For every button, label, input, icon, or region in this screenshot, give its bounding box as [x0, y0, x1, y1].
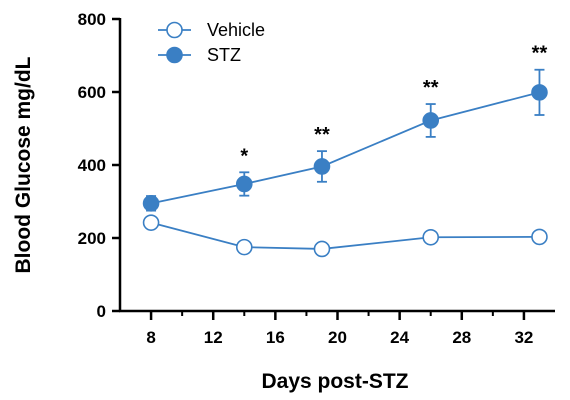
- data-point: [422, 112, 440, 129]
- y-ticks: 0 200 400 600 800: [78, 10, 120, 321]
- x-axis-title: Days post-STZ: [261, 370, 408, 393]
- significance-marker: *: [240, 145, 248, 167]
- x-tick-label: 8: [146, 328, 155, 347]
- y-tick-label: 800: [78, 10, 106, 29]
- series-line: [150, 221, 540, 250]
- x-ticks: 8 12 16 20 24 28 32: [146, 311, 533, 347]
- significance-marker: **: [423, 77, 439, 99]
- x-tick-label: 28: [452, 328, 471, 347]
- x-tick-label: 16: [266, 328, 285, 347]
- legend: Vehicle STZ: [158, 20, 265, 65]
- legend-label: Vehicle: [207, 20, 265, 40]
- significance-annotations: *******: [240, 43, 547, 168]
- data-point: [235, 175, 253, 193]
- data-point: [142, 195, 160, 212]
- axes: [118, 18, 555, 313]
- y-tick-label: 600: [78, 83, 106, 102]
- data-point: [313, 240, 331, 258]
- data-point: [422, 228, 440, 246]
- series-vehicle: [142, 214, 548, 258]
- x-tick-label: 20: [328, 328, 347, 347]
- x-tick-label: 24: [390, 328, 409, 347]
- data-point: [531, 228, 548, 246]
- data-point: [142, 214, 160, 231]
- legend-item-stz: STZ: [158, 45, 241, 65]
- y-tick-label: 400: [78, 156, 106, 175]
- legend-label: STZ: [207, 45, 241, 65]
- legend-marker: [166, 46, 183, 64]
- legend-item-vehicle: Vehicle: [158, 20, 265, 40]
- plot-area: [142, 68, 548, 258]
- data-point: [313, 158, 331, 175]
- y-axis-title: Blood Glucose mg/dL: [12, 56, 35, 273]
- y-tick-label: 200: [78, 229, 106, 248]
- y-tick-label: 0: [97, 302, 106, 321]
- x-tick-label: 32: [514, 328, 533, 347]
- significance-marker: **: [532, 43, 548, 65]
- series-line: [150, 91, 540, 205]
- data-point: [531, 84, 548, 101]
- significance-marker: **: [314, 124, 330, 146]
- x-tick-label: 12: [204, 328, 223, 347]
- data-point: [235, 238, 253, 256]
- legend-marker: [166, 21, 183, 39]
- series-stz: [142, 68, 548, 212]
